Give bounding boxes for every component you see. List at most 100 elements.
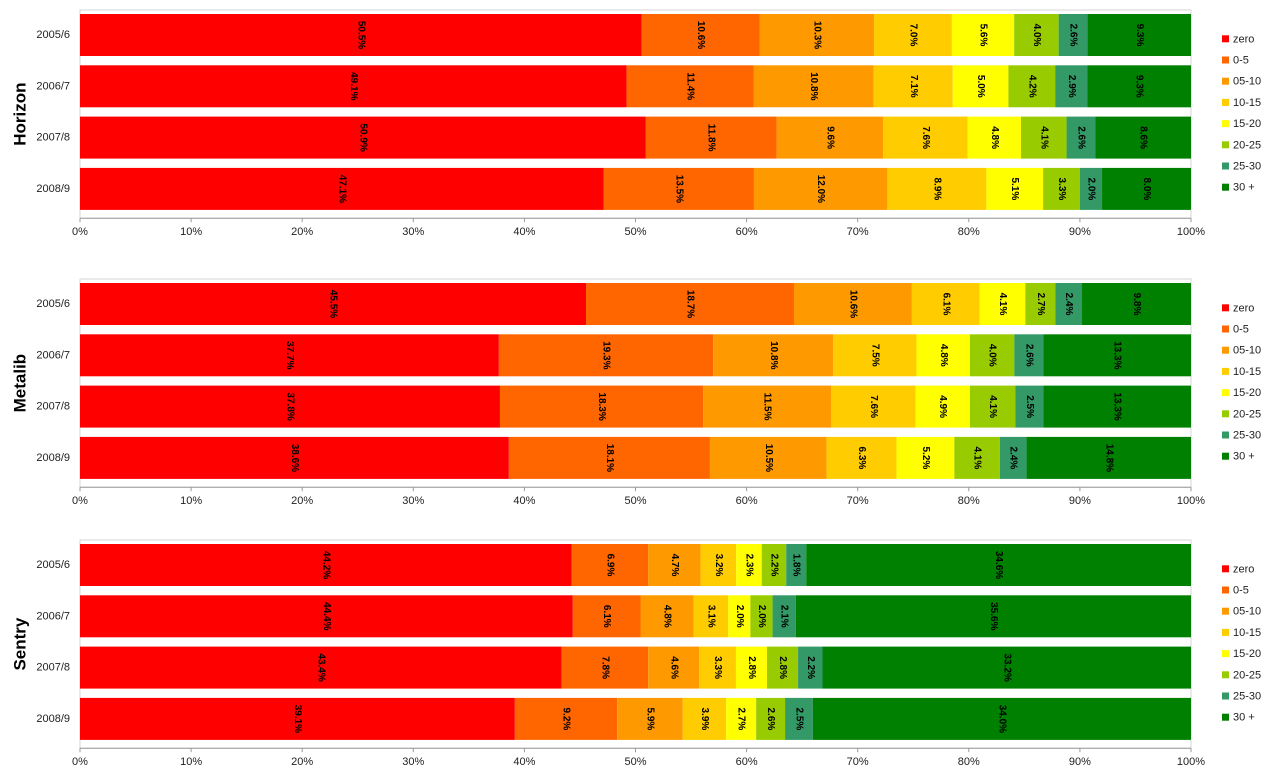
bar-segment [986, 167, 1044, 210]
bar-segment [640, 595, 694, 638]
x-tick-label: 40% [513, 226, 535, 238]
bar-segment [735, 646, 768, 689]
legend-entry: 20-25 [1233, 669, 1261, 681]
bar-segment [785, 697, 813, 740]
panel-horizon: 50.5% 10.6% 10.3% 7.0% 5.6% 4.0% 2.6% 9.3% 2005/… [11, 9, 1261, 238]
data-label: 10.6% [847, 290, 858, 318]
bar-segment [703, 385, 832, 428]
category-label: 2008/9 [36, 183, 70, 195]
bar-segment [699, 646, 736, 689]
data-label: 2.0% [756, 605, 767, 628]
legend-entry: zero [1233, 33, 1254, 45]
bar-segment [759, 14, 875, 56]
bar-segment [761, 544, 787, 586]
bar-segment [753, 167, 888, 210]
legend-swatch [1222, 586, 1229, 594]
data-label: 4.8% [662, 605, 673, 628]
legend-swatch [1222, 304, 1229, 312]
bar-row: 37.7% 19.3% 10.8% 7.5% 4.8% 4.0% 2.6% 13.3% [80, 334, 1191, 377]
data-label: 3.2% [713, 554, 724, 577]
legend-swatch [1222, 565, 1229, 573]
data-label: 3.3% [712, 656, 723, 679]
bar-row: 44.2% 6.9% 4.7% 3.2% 2.3% 2.2% 1.8% 34.6% [80, 544, 1191, 586]
bar-segment [1082, 283, 1191, 325]
legend-swatch [1222, 35, 1229, 43]
data-label: 5.1% [1009, 178, 1020, 201]
bar-segment [1055, 65, 1088, 108]
category-label: 2007/8 [36, 662, 70, 674]
data-label: 10.8% [808, 72, 819, 100]
x-tick-label: 80% [958, 495, 980, 507]
bar-segment [1014, 14, 1059, 56]
legend-entry: zero [1233, 302, 1254, 314]
bar-segment [969, 334, 1015, 377]
data-label: 49.1% [348, 72, 359, 100]
panel-title: Sentry [11, 617, 30, 670]
x-tick-label: 100% [1177, 226, 1205, 238]
x-tick-label: 70% [847, 495, 869, 507]
legend-entry: 15-20 [1233, 118, 1261, 130]
bar-segment [645, 116, 777, 159]
bar-segment [1021, 116, 1067, 159]
data-label: 7.6% [868, 395, 879, 418]
bar-segment [979, 283, 1026, 325]
legend-entry: 10-15 [1233, 97, 1261, 109]
x-tick-label: 50% [624, 495, 646, 507]
x-tick-label: 60% [736, 756, 758, 768]
data-label: 2.5% [1024, 395, 1035, 418]
bar-segment [786, 544, 807, 586]
x-tick-label: 40% [513, 756, 535, 768]
bar-segment [1015, 385, 1044, 428]
bar-segment [80, 283, 587, 325]
legend-swatch [1222, 120, 1229, 128]
bar-segment [795, 595, 1191, 638]
bar-row: 39.1% 9.2% 5.9% 3.9% 2.7% 2.6% 2.5% 34.0% [80, 697, 1191, 740]
bar-segment [1058, 14, 1088, 56]
category-label: 2006/7 [36, 349, 70, 361]
legend-entry: 25-30 [1233, 430, 1261, 442]
x-tick-label: 60% [736, 495, 758, 507]
bar-segment [80, 14, 642, 56]
data-label: 9.6% [824, 126, 835, 149]
bar-segment [80, 595, 573, 638]
legend-entry: 15-20 [1233, 648, 1261, 660]
data-label: 8.6% [1138, 126, 1149, 149]
data-label: 4.9% [937, 395, 948, 418]
data-label: 3.3% [1056, 178, 1067, 201]
bar-segment [80, 544, 572, 586]
data-label: 4.1% [1038, 126, 1049, 149]
bar-segment [80, 65, 627, 108]
bar-segment [1087, 14, 1191, 56]
bar-segment [648, 646, 700, 689]
bar-segment [603, 167, 754, 210]
data-label: 4.0% [987, 344, 998, 367]
legend: zero 0-5 05-10 10-15 15-20 20-25 25-30 30 + [1222, 302, 1261, 463]
data-label: 1.8% [791, 554, 802, 577]
legend: zero 0-5 05-10 10-15 15-20 20-25 25-30 30 + [1222, 563, 1261, 724]
bar-segment [750, 595, 773, 638]
bar-segment [793, 283, 912, 325]
bar-segment [826, 436, 897, 479]
data-label: 2.3% [743, 554, 754, 577]
bar-segment [80, 116, 646, 159]
data-label: 10.3% [811, 21, 822, 49]
x-tick-label: 30% [402, 756, 424, 768]
data-label: 33.2% [1001, 653, 1012, 681]
legend-entry: 20-25 [1233, 408, 1261, 420]
legend-entry: 25-30 [1233, 161, 1261, 173]
data-label: 37.7% [284, 341, 295, 369]
bar-segment [911, 283, 980, 325]
data-label: 2.6% [1068, 24, 1079, 47]
bar-segment [833, 334, 917, 377]
legend-entry: 30 + [1233, 182, 1255, 194]
bar-segment [80, 436, 509, 479]
bar-segment [80, 697, 515, 740]
data-label: 4.8% [989, 126, 1000, 149]
data-label: 10.5% [763, 444, 774, 472]
legend-entry: 05-10 [1233, 606, 1261, 618]
data-label: 7.8% [599, 656, 610, 679]
data-label: 2.6% [1076, 126, 1087, 149]
bar-segment [728, 595, 751, 638]
x-tick-label: 90% [1069, 495, 1091, 507]
bar-segment [952, 65, 1009, 108]
